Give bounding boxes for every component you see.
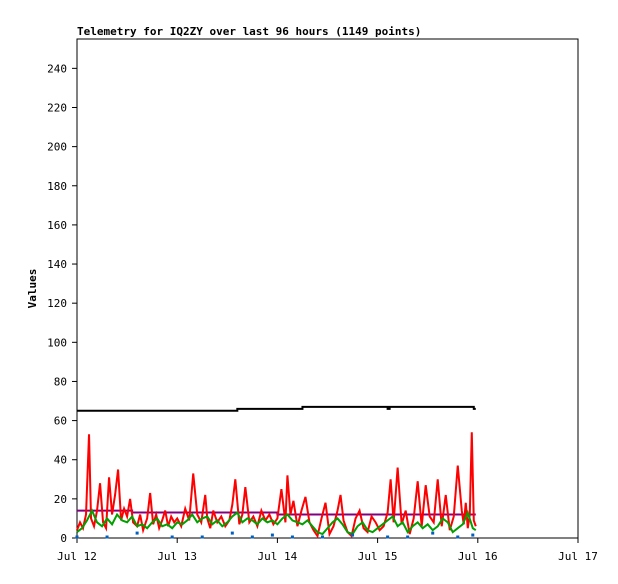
y-tick-label: 220 (47, 101, 67, 114)
x-tick-label: Jul 14 (258, 550, 298, 563)
x-tick-label: Jul 15 (358, 550, 398, 563)
x-tick-label: Jul 13 (157, 550, 197, 563)
series-point (230, 531, 234, 535)
series-point (320, 535, 324, 539)
series-point (250, 535, 254, 539)
series-point (351, 533, 355, 537)
y-tick-label: 180 (47, 180, 67, 193)
plot-frame (76, 38, 579, 539)
y-axis-ticks: 0 20 40 60 80 100 120 140 160 180 200 220 240 (47, 62, 77, 545)
x-tick-label: Jul 16 (458, 550, 498, 563)
series-point (75, 535, 79, 539)
series-point (135, 531, 139, 535)
x-tick-label: Jul 17 (558, 550, 598, 563)
y-tick-label: 60 (54, 415, 67, 428)
y-tick-label: 240 (47, 62, 67, 75)
x-tick-label: Jul 12 (57, 550, 97, 563)
series-point (270, 533, 274, 537)
y-tick-label: 20 (54, 493, 67, 506)
series-point (105, 535, 109, 539)
y-tick-label: 0 (60, 532, 67, 545)
plot-border (76, 38, 579, 539)
series-line (76, 432, 477, 539)
y-axis-label: Values (26, 269, 39, 309)
series-point (431, 531, 435, 535)
series-point (456, 535, 460, 539)
series-line (77, 509, 476, 516)
x-axis-ticks: Jul 12 Jul 13 Jul 14 Jul 15 Jul 16 Jul 17 (57, 538, 598, 563)
y-tick-label: 120 (47, 297, 67, 310)
chart-title: Telemetry for IQ2ZY over last 96 hours (… (77, 25, 421, 38)
y-tick-label: 80 (54, 375, 67, 388)
y-tick-label: 200 (47, 141, 67, 154)
series-point (170, 535, 174, 539)
y-tick-label: 40 (54, 454, 67, 467)
series-point (290, 535, 294, 539)
series-point (386, 535, 390, 539)
series-line (76, 508, 477, 536)
y-tick-label: 160 (47, 219, 67, 232)
series-layer (75, 405, 477, 539)
y-tick-label: 100 (47, 336, 67, 349)
series-point (406, 535, 410, 539)
y-tick-label: 140 (47, 258, 67, 271)
series-point (471, 533, 475, 537)
series-point (200, 535, 204, 539)
series-line (77, 405, 476, 412)
